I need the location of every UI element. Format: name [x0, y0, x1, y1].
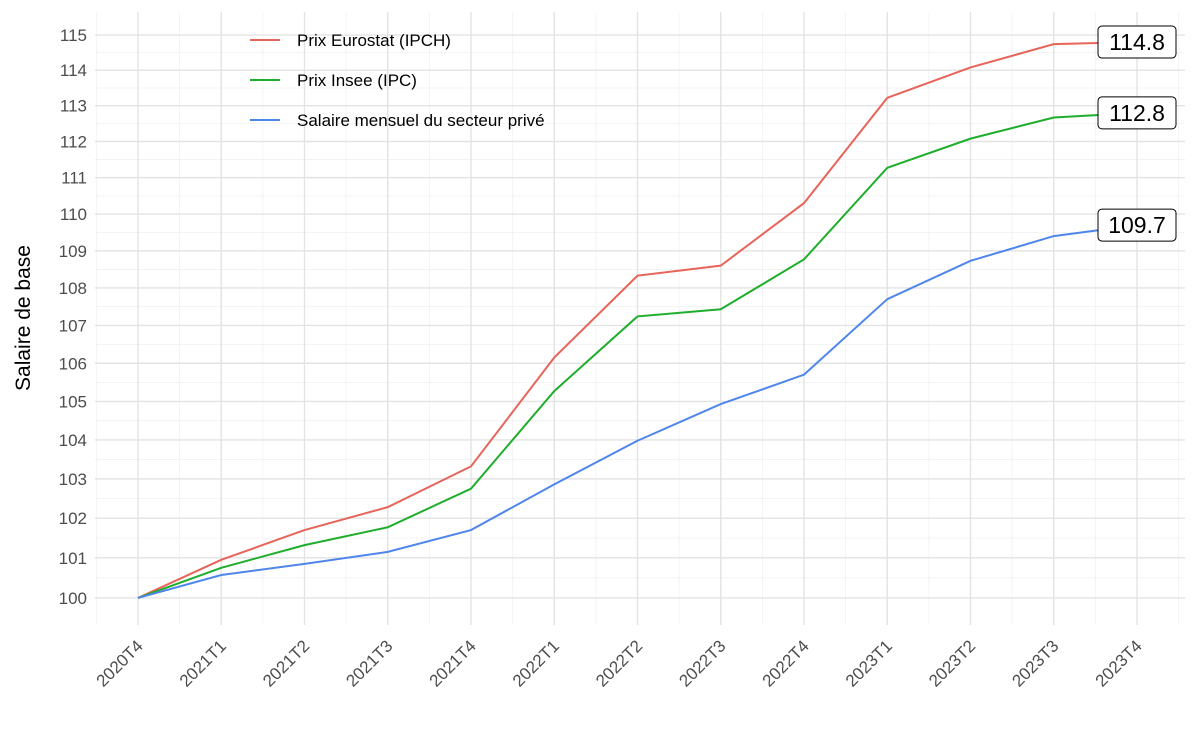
x-tick-label: 2022T3	[675, 636, 729, 690]
x-tick-label: 2022T4	[759, 636, 813, 690]
x-tick-label: 2022T2	[592, 636, 646, 690]
y-tick-label: 100	[59, 589, 87, 608]
x-tick-label: 2021T4	[426, 636, 480, 690]
y-tick-label: 114	[60, 61, 87, 80]
y-tick-label: 106	[59, 354, 87, 373]
end-label-box	[1097, 96, 1177, 130]
end-label: 114.8	[1097, 25, 1177, 59]
x-tick-label: 2023T3	[1008, 636, 1062, 690]
end-label-box	[1097, 25, 1177, 59]
x-tick-label: 2020T4	[93, 636, 147, 690]
y-tick-label: 110	[60, 205, 87, 224]
y-tick-label: 111	[61, 169, 87, 188]
y-tick-label: 104	[59, 431, 87, 450]
y-tick-label: 103	[59, 470, 87, 489]
y-tick-label: 102	[59, 509, 87, 528]
series-line	[137, 224, 1138, 599]
y-axis-title: Salaire de base	[12, 245, 35, 391]
series-line	[137, 41, 1138, 599]
legend: Prix Eurostat (IPCH) Prix Insee (IPC) Sala…	[250, 31, 545, 130]
legend-label: Prix Eurostat (IPCH)	[297, 31, 451, 50]
end-label: 112.8	[1097, 96, 1177, 130]
y-tick-label: 113	[60, 97, 87, 116]
y-tick-label: 101	[59, 549, 87, 568]
x-tick-label: 2021T1	[176, 636, 230, 690]
x-tick-label: 2023T1	[842, 636, 896, 690]
x-tick-label: 2023T2	[925, 636, 979, 690]
y-tick-label: 115	[60, 26, 87, 45]
x-tick-label: 2022T1	[509, 636, 563, 690]
y-tick-label: 107	[59, 316, 87, 335]
end-label: 109.7	[1097, 208, 1177, 242]
y-tick-label: 112	[60, 133, 87, 152]
legend-label: Salaire mensuel du secteur privé	[297, 111, 545, 130]
y-tick-label: 108	[59, 279, 87, 298]
end-label-text: 112.8	[1109, 100, 1165, 126]
end-label-text: 109.7	[1108, 212, 1166, 238]
x-tick-label: 2021T3	[342, 636, 396, 690]
x-tick-label: 2023T4	[1092, 636, 1146, 690]
end-label-text: 114.8	[1109, 29, 1165, 55]
y-tick-label: 105	[59, 392, 87, 411]
y-tick-label: 109	[59, 242, 87, 261]
x-tick-label: 2021T2	[259, 636, 313, 690]
legend-label: Prix Insee (IPC)	[297, 71, 417, 90]
end-label-box	[1097, 208, 1177, 242]
series-line	[137, 111, 1138, 599]
